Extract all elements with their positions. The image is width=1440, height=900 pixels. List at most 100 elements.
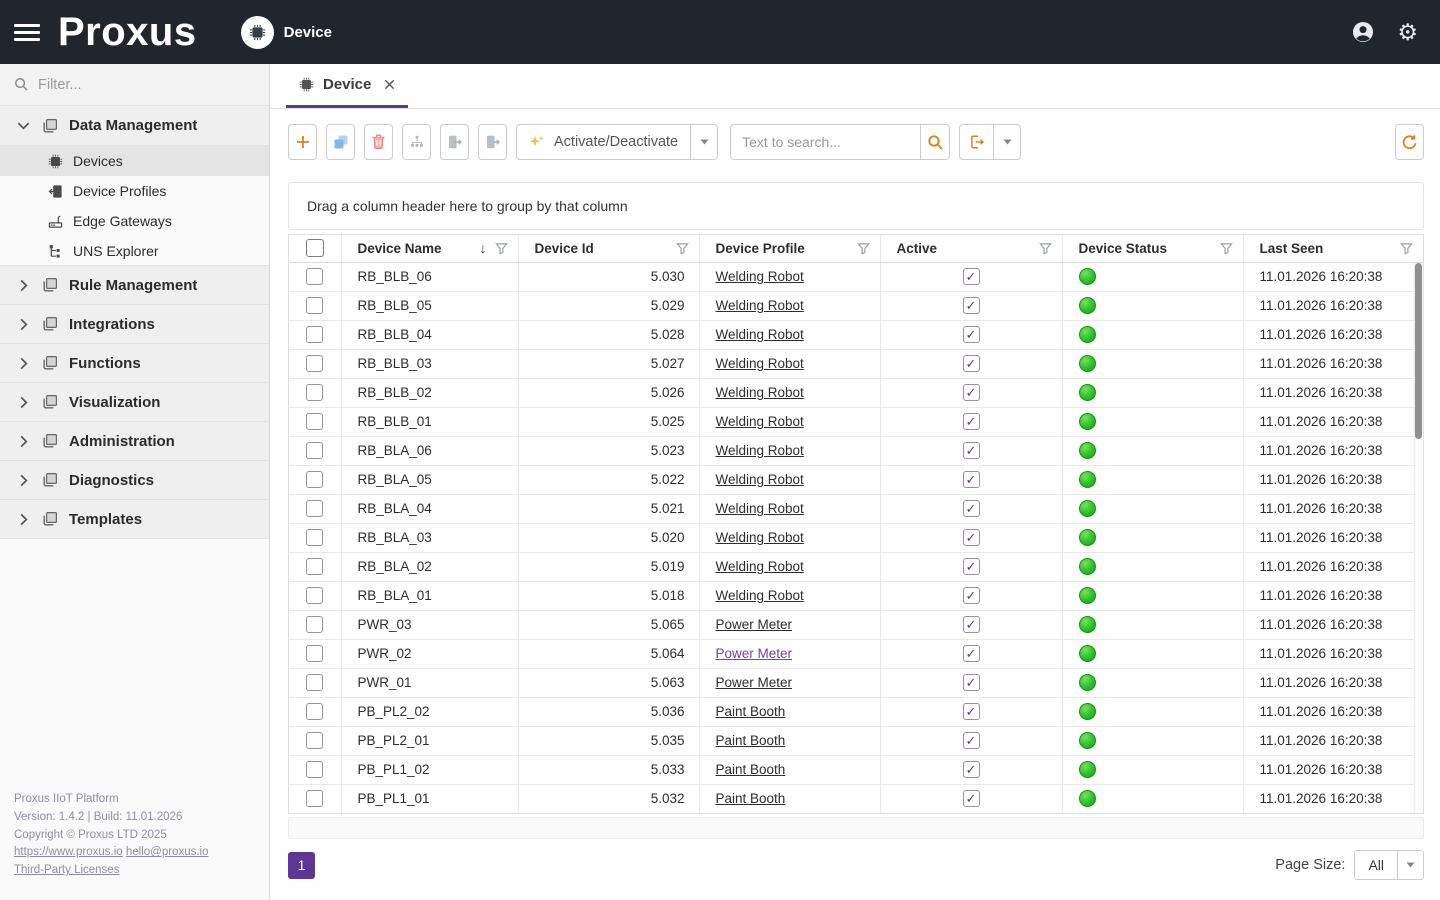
- row-checkbox[interactable]: [306, 674, 323, 691]
- active-checkbox[interactable]: [963, 645, 980, 662]
- sidebar-section-integrations[interactable]: Integrations: [0, 304, 269, 344]
- filter-funnel-icon[interactable]: [857, 242, 870, 255]
- tab-close-icon[interactable]: [384, 79, 395, 90]
- row-checkbox[interactable]: [306, 268, 323, 285]
- active-checkbox[interactable]: [963, 616, 980, 633]
- device-profile-link[interactable]: Paint Booth: [716, 762, 786, 777]
- row-checkbox[interactable]: [306, 384, 323, 401]
- group-by-hint[interactable]: Drag a column header here to group by th…: [288, 182, 1424, 230]
- table-row[interactable]: PB_PL2_01 5.035 Paint Booth 11.01.2026 1…: [289, 726, 1423, 755]
- table-row[interactable]: RB_BLA_04 5.021 Welding Robot 11.01.2026…: [289, 494, 1423, 523]
- horizontal-scrollbar[interactable]: [288, 817, 1424, 839]
- sidebar-item-edge-gateways[interactable]: Edge Gateways: [0, 206, 269, 236]
- table-row[interactable]: PB_PL1_01 5.032 Paint Booth 11.01.2026 1…: [289, 784, 1423, 813]
- row-checkbox[interactable]: [306, 703, 323, 720]
- column-header-device-profile[interactable]: Device Profile: [699, 235, 880, 262]
- licenses-link[interactable]: Third-Party Licenses: [14, 864, 119, 876]
- device-profile-link[interactable]: Welding Robot: [716, 385, 804, 400]
- sidebar-section-templates[interactable]: Templates: [0, 499, 269, 539]
- table-row[interactable]: PWR_03 5.065 Power Meter 11.01.2026 16:2…: [289, 610, 1423, 639]
- filter-funnel-icon[interactable]: [1220, 242, 1233, 255]
- page-size-select[interactable]: All: [1354, 850, 1424, 880]
- sidebar-section-rule-management[interactable]: Rule Management: [0, 265, 269, 305]
- sidebar-section-administration[interactable]: Administration: [0, 421, 269, 461]
- row-checkbox[interactable]: [306, 645, 323, 662]
- row-checkbox[interactable]: [306, 471, 323, 488]
- row-checkbox[interactable]: [306, 732, 323, 749]
- table-row[interactable]: RB_BLB_06 5.030 Welding Robot 11.01.2026…: [289, 262, 1423, 291]
- active-checkbox[interactable]: [963, 442, 980, 459]
- export-caret[interactable]: [994, 124, 1021, 160]
- device-profile-link[interactable]: Paint Booth: [716, 791, 786, 806]
- row-checkbox[interactable]: [306, 761, 323, 778]
- row-checkbox[interactable]: [306, 616, 323, 633]
- active-checkbox[interactable]: [963, 471, 980, 488]
- device-profile-link[interactable]: Welding Robot: [716, 530, 804, 545]
- active-checkbox[interactable]: [963, 587, 980, 604]
- caret-down-icon[interactable]: [1398, 851, 1423, 879]
- table-row[interactable]: RB_BLB_02 5.026 Welding Robot 11.01.2026…: [289, 378, 1423, 407]
- table-row[interactable]: RB_BLA_03 5.020 Welding Robot 11.01.2026…: [289, 523, 1423, 552]
- device-profile-link[interactable]: Welding Robot: [716, 588, 804, 603]
- column-header-active[interactable]: Active: [880, 235, 1062, 262]
- row-checkbox[interactable]: [306, 326, 323, 343]
- device-profile-link[interactable]: Welding Robot: [716, 298, 804, 313]
- active-checkbox[interactable]: [963, 413, 980, 430]
- row-checkbox[interactable]: [306, 587, 323, 604]
- sidebar-section-data-management[interactable]: Data Management: [0, 106, 269, 146]
- row-checkbox[interactable]: [306, 355, 323, 372]
- table-row[interactable]: PB_PL2_02 5.036 Paint Booth 11.01.2026 1…: [289, 697, 1423, 726]
- table-row[interactable]: RB_BLA_06 5.023 Welding Robot 11.01.2026…: [289, 436, 1423, 465]
- active-checkbox[interactable]: [963, 761, 980, 778]
- device-profile-link[interactable]: Welding Robot: [716, 414, 804, 429]
- device-profile-link[interactable]: Welding Robot: [716, 269, 804, 284]
- sidebar-section-diagnostics[interactable]: Diagnostics: [0, 460, 269, 500]
- device-profile-link[interactable]: Welding Robot: [716, 472, 804, 487]
- table-row[interactable]: PB_PL1_02 5.033 Paint Booth 11.01.2026 1…: [289, 755, 1423, 784]
- sidebar-item-uns-explorer[interactable]: UNS Explorer: [0, 236, 269, 266]
- device-profile-link[interactable]: Welding Robot: [716, 356, 804, 371]
- page-1-button[interactable]: 1: [288, 852, 315, 879]
- device-profile-link[interactable]: Power Meter: [716, 617, 793, 632]
- active-checkbox[interactable]: [963, 790, 980, 807]
- import-button[interactable]: [440, 124, 469, 160]
- device-profile-link[interactable]: Paint Booth: [716, 733, 786, 748]
- active-checkbox[interactable]: [963, 674, 980, 691]
- filter-funnel-icon[interactable]: [676, 242, 689, 255]
- copy-button[interactable]: [326, 124, 355, 160]
- row-checkbox[interactable]: [306, 529, 323, 546]
- select-all-checkbox[interactable]: [306, 239, 324, 257]
- device-profile-link[interactable]: Welding Robot: [716, 501, 804, 516]
- add-device-button[interactable]: [288, 124, 317, 160]
- active-checkbox[interactable]: [963, 703, 980, 720]
- device-profile-link[interactable]: Paint Booth: [716, 704, 786, 719]
- table-row[interactable]: PWR_01 5.063 Power Meter 11.01.2026 16:2…: [289, 668, 1423, 697]
- column-header-last-seen[interactable]: Last Seen: [1243, 235, 1423, 262]
- row-checkbox[interactable]: [306, 558, 323, 575]
- vertical-scrollbar-thumb[interactable]: [1415, 263, 1422, 439]
- search-button[interactable]: [920, 124, 950, 160]
- table-row[interactable]: RB_BLA_02 5.019 Welding Robot 11.01.2026…: [289, 552, 1423, 581]
- refresh-button[interactable]: [1395, 124, 1424, 160]
- sidebar-section-visualization[interactable]: Visualization: [0, 382, 269, 422]
- filter-funnel-icon[interactable]: [1039, 242, 1052, 255]
- active-checkbox[interactable]: [963, 326, 980, 343]
- website-link[interactable]: https://www.proxus.io: [14, 846, 123, 858]
- table-row[interactable]: PWR_02 5.064 Power Meter 11.01.2026 16:2…: [289, 639, 1423, 668]
- activate-deactivate-caret[interactable]: [691, 124, 718, 160]
- table-row[interactable]: RB_BLB_03 5.027 Welding Robot 11.01.2026…: [289, 349, 1423, 378]
- activate-deactivate-button[interactable]: Activate/Deactivate: [516, 124, 691, 160]
- table-row[interactable]: RB_BLB_04 5.028 Welding Robot 11.01.2026…: [289, 320, 1423, 349]
- hamburger-menu-icon[interactable]: [14, 24, 40, 41]
- sidebar-section-functions[interactable]: Functions: [0, 343, 269, 383]
- table-row[interactable]: RB_BLA_01 5.018 Welding Robot 11.01.2026…: [289, 581, 1423, 610]
- row-checkbox[interactable]: [306, 500, 323, 517]
- device-profile-link[interactable]: Power Meter: [716, 646, 793, 661]
- table-row[interactable]: RB_BLA_05 5.022 Welding Robot 11.01.2026…: [289, 465, 1423, 494]
- device-profile-link[interactable]: Welding Robot: [716, 443, 804, 458]
- table-row[interactable]: RB_BLB_01 5.025 Welding Robot 11.01.2026…: [289, 407, 1423, 436]
- column-header-device-status[interactable]: Device Status: [1062, 235, 1243, 262]
- tab-device[interactable]: Device: [286, 64, 408, 108]
- hierarchy-button[interactable]: [402, 124, 431, 160]
- filter-funnel-icon[interactable]: [495, 242, 508, 255]
